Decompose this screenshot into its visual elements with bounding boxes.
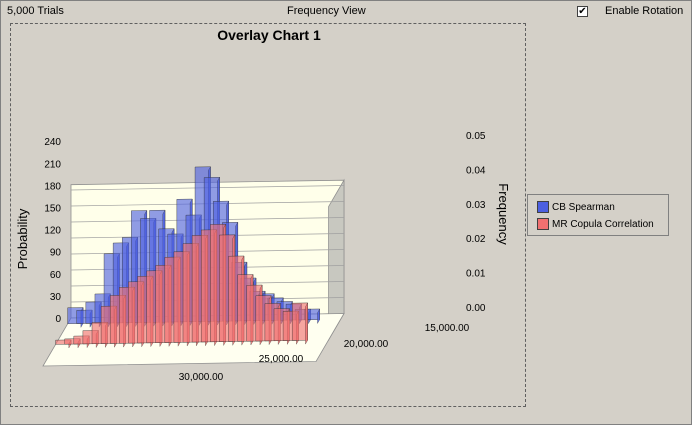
legend-item-series-1: CB Spearman xyxy=(537,201,615,213)
bar-1-26 xyxy=(304,308,320,324)
chart-frame: Overlay Chart 1 Probability Frequency 0 30 60… xyxy=(10,23,526,407)
chart-title: Overlay Chart 1 xyxy=(217,27,321,43)
legend-item-series-2: MR Copula Correlation xyxy=(537,218,654,230)
left-tick-label: 240 xyxy=(44,137,61,148)
right-tick-label: 0.01 xyxy=(466,269,486,280)
x-tick-label: 30,000.00 xyxy=(179,372,224,383)
left-tick-label: 150 xyxy=(44,204,61,215)
view-title: Frequency View xyxy=(287,5,366,17)
bar-2-26 xyxy=(292,302,308,345)
left-tick-label: 180 xyxy=(44,181,61,192)
right-tick-label: 0.00 xyxy=(466,303,486,314)
bar-side xyxy=(317,308,320,324)
right-tick-label: 0.04 xyxy=(466,165,486,176)
left-tick-label: 0 xyxy=(55,314,61,325)
bar-side xyxy=(305,302,308,345)
right-tick-label: 0.02 xyxy=(466,234,486,245)
left-axis-label: Probability xyxy=(15,208,30,269)
left-tick-label: 60 xyxy=(50,270,62,281)
right-tick-label: 0.03 xyxy=(466,200,486,211)
legend-label-series-1: CB Spearman xyxy=(552,201,615,213)
chart-legend: CB Spearman MR Copula Correlation xyxy=(527,194,669,236)
enable-rotation-checkbox[interactable]: ✔ xyxy=(577,6,588,17)
left-tick-label: 120 xyxy=(44,226,61,237)
x-tick-label: 15,000.00 xyxy=(425,323,470,334)
checkmark-icon: ✔ xyxy=(578,6,587,17)
legend-swatch-series-2 xyxy=(537,218,549,230)
left-tick-label: 210 xyxy=(44,159,61,170)
enable-rotation-label: Enable Rotation xyxy=(605,5,684,17)
left-tick-label: 30 xyxy=(50,292,62,303)
legend-label-series-2: MR Copula Correlation xyxy=(552,218,654,230)
x-tick-label: 20,000.00 xyxy=(344,339,389,350)
overlay-chart: Overlay Chart 1 Probability Frequency 0 30 60… xyxy=(15,27,511,383)
right-tick-label: 0.05 xyxy=(466,131,486,142)
right-axis-label: Frequency xyxy=(496,183,511,245)
x-tick-label: 25,000.00 xyxy=(259,354,304,365)
left-tick-label: 90 xyxy=(50,248,62,259)
trials-count: 5,000 Trials xyxy=(7,5,64,17)
legend-swatch-series-1 xyxy=(537,201,549,213)
